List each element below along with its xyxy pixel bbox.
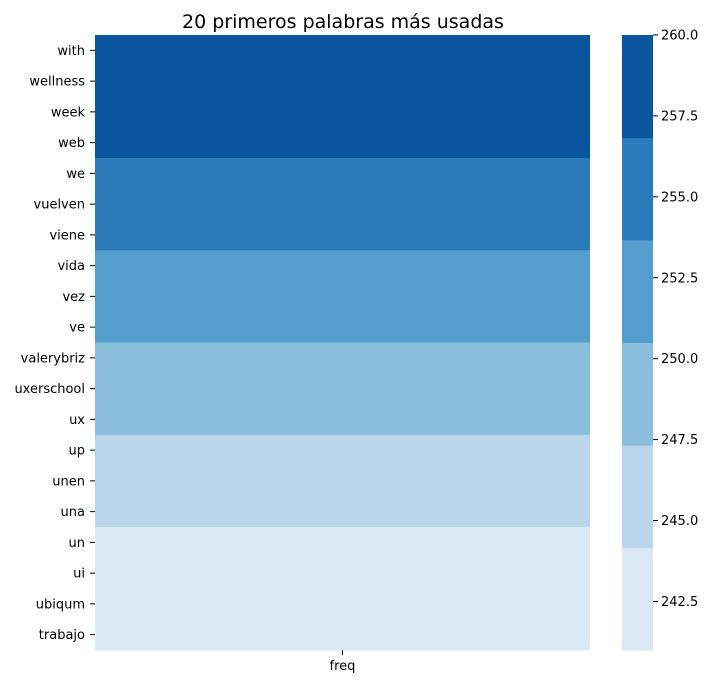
y-tick-label: we [66, 167, 85, 182]
y-tick-label: una [61, 505, 85, 520]
heatmap-cell-ux [95, 404, 590, 436]
y-tick-label: vuelven [34, 198, 85, 213]
y-axis: with wellness week web we vuelven viene vida vez… [14, 44, 95, 643]
y-tick-label: vez [62, 290, 85, 305]
colorbar-band-5 [622, 137, 653, 241]
heatmap-cell-vida [95, 250, 590, 282]
y-tick-label: un [69, 536, 85, 551]
y-tick-label: vida [57, 259, 85, 274]
colorbar-tick-label: 250.0 [661, 352, 698, 367]
y-tick-label: unen [52, 474, 85, 489]
colorbar-band-1 [622, 547, 653, 651]
heatmap-cell-wellness [95, 65, 590, 97]
colorbar-tick-label: 242.5 [661, 595, 698, 610]
x-tick-label: freq [330, 659, 356, 674]
heatmap-cell-trabajo [95, 619, 590, 651]
heatmap-cells [95, 35, 590, 651]
heatmap-cell-un [95, 527, 590, 559]
colorbar-tick-label: 255.0 [661, 190, 698, 205]
y-tick-label: ve [69, 321, 85, 336]
chart-title: 20 primeros palabras más usadas [182, 11, 504, 33]
heatmap-cell-up [95, 434, 590, 466]
heatmap-cell-vez [95, 281, 590, 313]
colorbar-tick-label: 260.0 [661, 29, 698, 44]
colorbar: 242.5 245.0 247.5 250.0 252.5 255.0 257.5 260.0 [622, 29, 698, 651]
heatmap-cell-una [95, 496, 590, 528]
y-tick-label: uxerschool [14, 382, 85, 397]
y-tick-label: trabajo [39, 628, 85, 643]
x-axis: freq [330, 650, 356, 674]
y-tick-label: week [51, 105, 86, 120]
heatmap-cell-ui [95, 557, 590, 589]
heatmap-cell-unen [95, 465, 590, 497]
heatmap-cell-uxerschool [95, 373, 590, 405]
colorbar-tick-label: 247.5 [661, 433, 698, 448]
colorbar-tick-label: 257.5 [661, 109, 698, 124]
heatmap-cell-web [95, 127, 590, 159]
colorbar-band-4 [622, 239, 653, 343]
heatmap-cell-ubiqum [95, 588, 590, 620]
y-tick-label: viene [49, 228, 85, 243]
colorbar-tick-label: 252.5 [661, 271, 698, 286]
heatmap-cell-vuelven [95, 188, 590, 220]
heatmap-cell-ve [95, 311, 590, 343]
colorbar-band-6 [622, 35, 653, 139]
colorbar-band-3 [622, 342, 653, 446]
heatmap-cell-week [95, 96, 590, 128]
y-tick-label: ui [73, 567, 85, 582]
heatmap-cell-valerybriz [95, 342, 590, 374]
heatmap-cell-with [95, 35, 590, 67]
colorbar-tick-label: 245.0 [661, 514, 698, 529]
heatmap-cell-viene [95, 219, 590, 251]
y-tick-label: wellness [29, 75, 85, 90]
y-tick-label: with [57, 44, 85, 59]
y-tick-label: valerybriz [21, 351, 86, 366]
y-tick-label: web [58, 136, 85, 151]
y-tick-label: up [69, 444, 86, 459]
y-tick-label: ubiqum [36, 597, 85, 612]
colorbar-band-2 [622, 445, 653, 548]
heatmap-cell-we [95, 158, 590, 190]
y-tick-label: ux [69, 413, 85, 428]
